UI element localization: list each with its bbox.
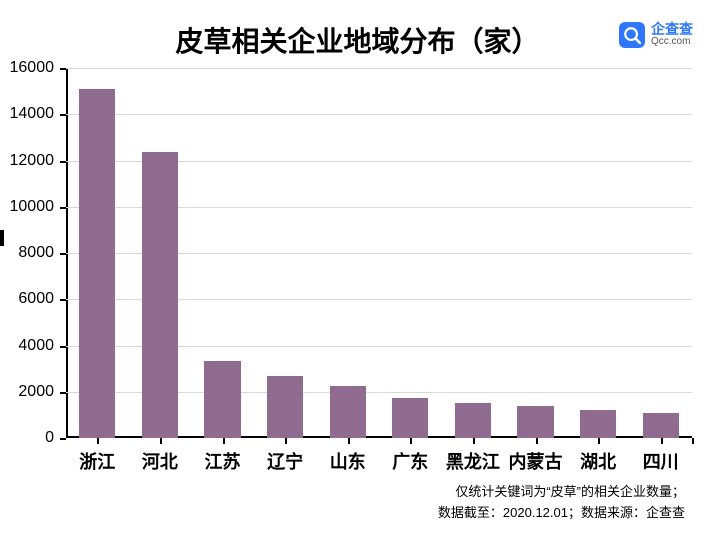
bar [204,361,240,438]
y-axis-label: 0 [0,429,54,447]
x-axis-label: 湖北 [580,448,616,474]
y-tick [60,253,66,255]
y-axis-label: 4000 [0,337,54,355]
bar [580,410,616,438]
x-tick [598,438,600,444]
x-axis-label: 黑龙江 [446,448,500,474]
gridline [66,114,692,115]
y-tick [60,207,66,209]
x-axis-label: 河北 [142,448,178,474]
x-tick [97,438,99,444]
footer-line-1: 仅统计关键词为“皮草”的相关企业数量； [438,482,685,503]
y-axis-label: 12000 [0,152,54,170]
bar [330,386,366,438]
x-axis-label: 浙江 [79,448,115,474]
x-axis-label: 四川 [643,448,679,474]
y-tick [60,114,66,116]
qcc-logo-en: Qcc.com [651,37,693,48]
x-tick [661,438,663,444]
y-axis-label: 10000 [0,198,54,216]
x-axis-label: 山东 [330,448,366,474]
y-tick [60,161,66,163]
y-axis-label: 8000 [0,244,54,262]
bar [455,403,491,438]
x-tick [285,438,287,444]
x-axis-label: 广东 [392,448,428,474]
chart-title: 皮草相关企业地域分布（家） [175,20,539,60]
x-tick [348,438,350,444]
plot-area: 0200040006000800010000120001400016000浙江河… [66,68,692,438]
qcc-logo-text: 企查查 Qcc.com [651,22,693,47]
bar [392,398,428,438]
y-tick [60,392,66,394]
bar [79,89,115,438]
x-tick [223,438,225,444]
y-axis-label: 14000 [0,105,54,123]
x-axis-label: 内蒙古 [509,448,563,474]
x-tick [410,438,412,444]
bar [267,376,303,438]
y-tick [60,346,66,348]
qcc-logo-cn: 企查查 [651,22,693,37]
y-tick [60,299,66,301]
y-axis-label: 16000 [0,59,54,77]
y-tick [60,68,66,70]
gridline [66,68,692,69]
footer-line-2: 数据截至：2020.12.01；数据来源：企查查 [438,503,685,524]
bar [517,406,553,438]
title-row: 皮草相关企业地域分布（家） [0,20,715,60]
bar [142,152,178,438]
x-tick [536,438,538,444]
qcc-logo-icon [619,22,645,48]
source-logo: 企查查 Qcc.com [619,22,693,48]
chart-container: 皮草相关企业地域分布（家） 企查查 Qcc.com 02000400060008… [0,0,715,534]
x-axis-label: 江苏 [205,448,241,474]
x-tick [160,438,162,444]
y-axis-label: 6000 [0,290,54,308]
x-axis-label: 辽宁 [267,448,303,474]
y-tick [60,438,66,440]
chart-footer: 仅统计关键词为“皮草”的相关企业数量； 数据截至：2020.12.01；数据来源… [438,482,685,524]
x-tick [692,438,694,444]
y-axis-label: 2000 [0,383,54,401]
x-tick [473,438,475,444]
bar [643,413,679,438]
